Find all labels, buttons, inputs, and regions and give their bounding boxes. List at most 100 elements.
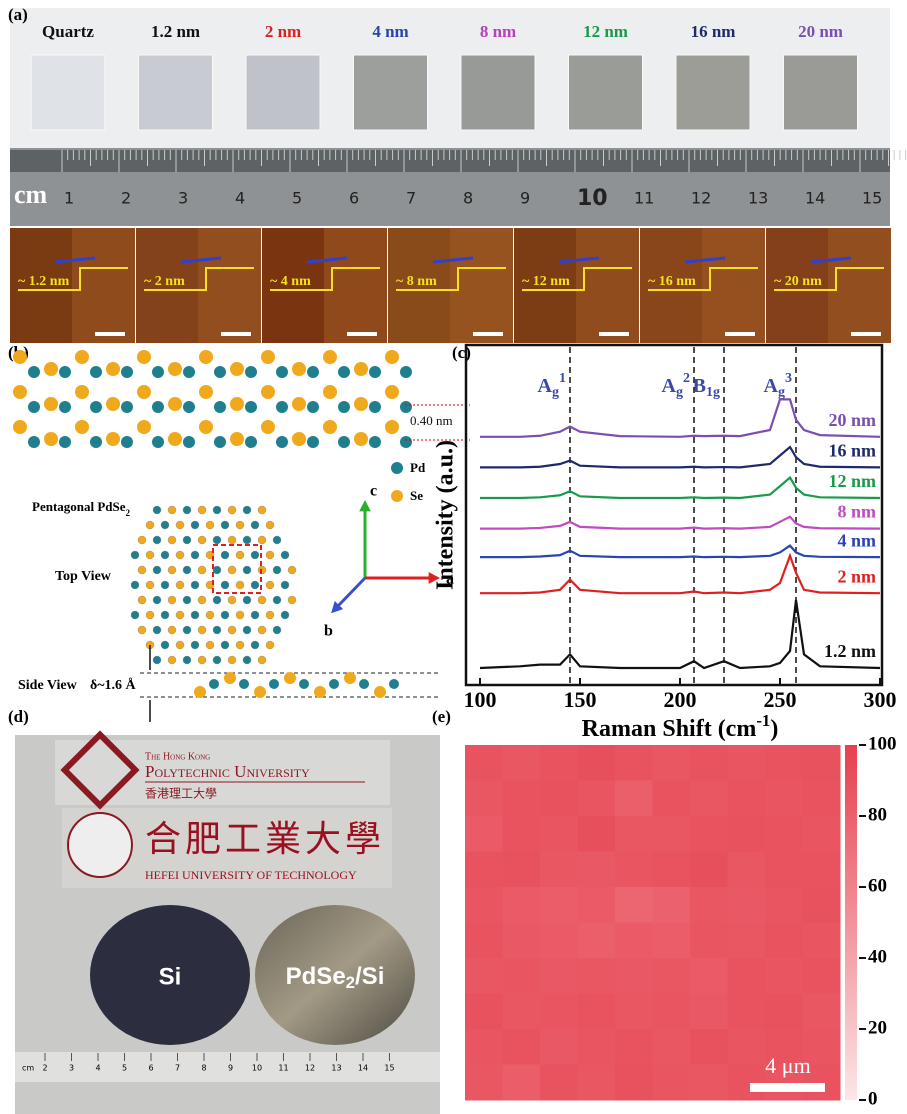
- spacing-label: 0.40 nm: [410, 413, 453, 428]
- afm-region: [702, 228, 765, 343]
- pd-atom: [251, 611, 259, 619]
- heatmap-cell: [728, 887, 766, 923]
- heatmap-cell: [465, 781, 503, 817]
- pd-atom: [276, 436, 288, 448]
- heatmap-cell: [765, 958, 803, 994]
- afm-region: [72, 228, 135, 343]
- wafer-label: PdSe2/Si: [286, 963, 385, 992]
- heatmap-cell: [653, 781, 691, 817]
- heatmap-cell: [503, 1065, 541, 1101]
- ruler-label: 6: [349, 189, 359, 208]
- x-tick-label: 200: [664, 687, 697, 712]
- heatmap-cell: [465, 1065, 503, 1101]
- ruler-label: 12: [691, 189, 711, 208]
- heatmap-cell: [803, 958, 841, 994]
- spectrum: [480, 399, 880, 436]
- heatmap-cell: [690, 781, 728, 817]
- sample: [31, 55, 105, 130]
- colorbar-label: 0: [868, 1088, 878, 1109]
- pd-atom: [213, 506, 221, 514]
- pd-atom: [251, 581, 259, 589]
- se-atom: [199, 420, 213, 434]
- axis-arrow: [338, 578, 365, 606]
- heatmap-cell: [653, 994, 691, 1030]
- heatmap-cell: [615, 781, 653, 817]
- peak-label-part: A: [764, 375, 779, 397]
- pd-atom: [338, 366, 350, 378]
- heatmap-cell: [803, 781, 841, 817]
- top-view-label: Top View: [55, 569, 112, 584]
- heatmap-cell: [728, 816, 766, 852]
- pd-atom: [131, 551, 139, 559]
- heatmap-cell: [653, 1065, 691, 1101]
- pd-atom: [299, 679, 309, 689]
- caption-part: Pentagonal PdSe: [32, 499, 126, 514]
- x-tick-label: 300: [864, 687, 897, 712]
- se-atom: [44, 362, 58, 376]
- wafer-label-part: /Si: [355, 963, 384, 990]
- ruler-label: 3: [69, 1064, 74, 1073]
- se-atom: [292, 362, 306, 376]
- se-atom: [198, 536, 206, 544]
- heatmap-cell: [540, 1065, 578, 1101]
- peak-label-part: B: [693, 375, 706, 397]
- se-atom: [138, 626, 146, 634]
- pd-atom: [191, 551, 199, 559]
- sample-label: 12 nm: [583, 22, 628, 41]
- ruler-label: 13: [331, 1064, 341, 1073]
- pd-atom: [183, 536, 191, 544]
- heatmap-cell: [578, 852, 616, 888]
- se-atom: [323, 385, 337, 399]
- se-atom: [106, 397, 120, 411]
- se-atom: [168, 432, 182, 446]
- se-atom: [13, 350, 27, 364]
- logo-text: 香港理工大學: [145, 787, 217, 801]
- peak-label: Ag2: [662, 371, 690, 400]
- se-atom: [354, 432, 368, 446]
- pd-atom: [161, 641, 169, 649]
- peak-label-part: A: [538, 375, 553, 397]
- heatmap-cell: [578, 923, 616, 959]
- arrow-head: [359, 500, 371, 511]
- afm-region: [576, 228, 639, 343]
- se-atom: [44, 432, 58, 446]
- se-atom: [266, 581, 274, 589]
- sample: [461, 55, 535, 130]
- se-atom: [354, 362, 368, 376]
- caption: Pentagonal PdSe2: [32, 499, 131, 518]
- heatmap-cell: [615, 745, 653, 781]
- legend-label: Se: [410, 488, 423, 503]
- heatmap-cell: [765, 994, 803, 1030]
- pd-atom: [153, 566, 161, 574]
- peak-label-part: 3: [785, 371, 792, 386]
- afm-height: ~ 12 nm: [522, 274, 570, 289]
- axis-name: c: [370, 483, 377, 500]
- se-atom: [168, 566, 176, 574]
- pd-atom: [183, 656, 191, 664]
- heatmap-cell: [615, 1029, 653, 1065]
- pd-atom: [245, 366, 257, 378]
- se-atom: [199, 385, 213, 399]
- se-atom: [258, 626, 266, 634]
- se-atom: [266, 521, 274, 529]
- se-atom: [168, 596, 176, 604]
- pd-atom: [213, 536, 221, 544]
- se-atom: [199, 350, 213, 364]
- se-atom: [228, 506, 236, 514]
- series-label: 16 nm: [828, 441, 876, 461]
- pd-atom: [389, 679, 399, 689]
- heatmap-cell: [503, 887, 541, 923]
- pd-atom: [153, 626, 161, 634]
- afm-height: ~ 1.2 nm: [18, 274, 70, 289]
- heatmap-cell: [653, 958, 691, 994]
- ruler-label: 2: [121, 189, 131, 208]
- heatmap-cell: [540, 994, 578, 1030]
- se-atom: [228, 596, 236, 604]
- spectrum: [480, 600, 880, 668]
- sample-label: 20 nm: [798, 22, 843, 41]
- sample-label: 4 nm: [372, 22, 408, 41]
- heatmap-cell: [728, 994, 766, 1030]
- logo-text: 合肥工業大學: [145, 819, 385, 860]
- pd-atom: [161, 521, 169, 529]
- heatmap-cell: [803, 923, 841, 959]
